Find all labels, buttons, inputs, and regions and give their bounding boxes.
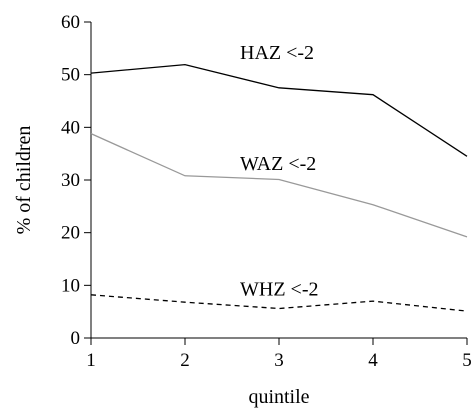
x-tick-label: 4 bbox=[368, 350, 378, 371]
y-tick-label: 10 bbox=[61, 275, 80, 296]
series-line-0 bbox=[90, 64, 468, 157]
y-axis-ticks: 0 10 20 30 40 50 60 bbox=[61, 12, 91, 349]
x-tick-label: 5 bbox=[462, 350, 472, 371]
y-tick-label: 50 bbox=[61, 65, 80, 86]
y-axis-title: % of children bbox=[13, 126, 35, 235]
x-axis-ticks: 1 2 3 4 5 bbox=[86, 338, 472, 371]
series-label-0: HAZ <-2 bbox=[240, 42, 314, 64]
series-line-1 bbox=[90, 133, 468, 238]
x-tick-label: 2 bbox=[180, 350, 190, 371]
y-tick-label: 30 bbox=[61, 170, 80, 191]
series-labels: HAZ <-2 WAZ <-2 WHZ <-2 bbox=[240, 42, 318, 300]
y-tick-label: 60 bbox=[61, 12, 80, 33]
series-label-1: WAZ <-2 bbox=[240, 153, 316, 175]
series-label-2: WHZ <-2 bbox=[240, 278, 318, 300]
y-tick-label: 20 bbox=[61, 223, 80, 244]
series-lines bbox=[90, 64, 468, 312]
x-axis-title: quintile bbox=[248, 386, 309, 408]
y-tick-label: 40 bbox=[61, 117, 80, 138]
y-tick-label: 0 bbox=[71, 328, 81, 349]
x-tick-label: 3 bbox=[274, 350, 284, 371]
x-tick-label: 1 bbox=[86, 350, 96, 371]
